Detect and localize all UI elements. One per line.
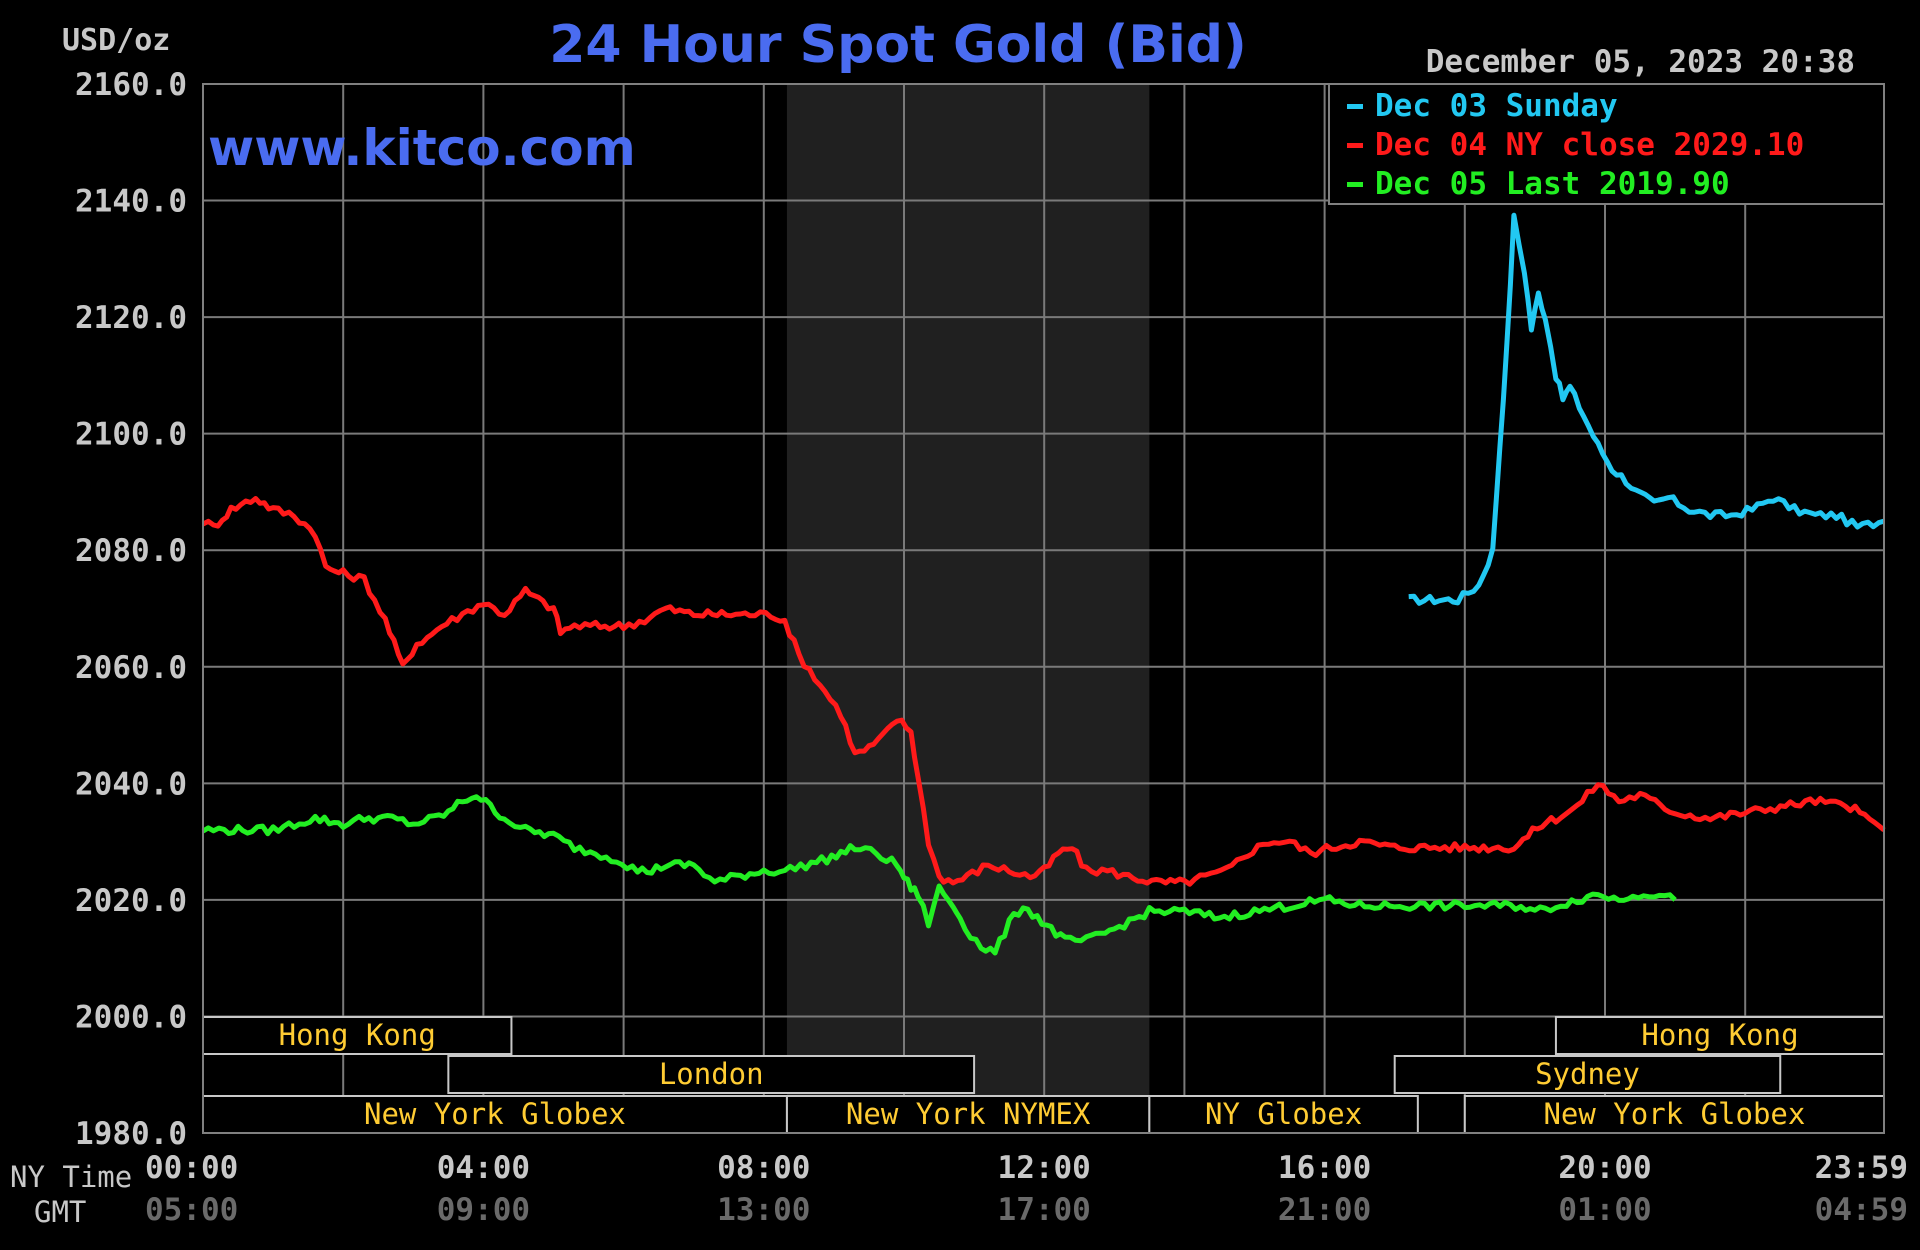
legend-swatch-3 <box>1347 182 1363 187</box>
session-label: NY Globex <box>1205 1097 1362 1131</box>
y-tick-label: 2080.0 <box>75 533 187 569</box>
series-line-2 <box>201 496 1886 887</box>
timestamp: December 05, 2023 20:38 <box>1426 44 1855 80</box>
legend-swatch-1 <box>1347 104 1363 109</box>
legend-box <box>1328 83 1885 205</box>
y-tick-label: 2160.0 <box>75 67 187 103</box>
x-tick-gmt-label: 01:00 <box>1558 1192 1651 1228</box>
website-watermark: www.kitco.com <box>208 119 636 177</box>
x-tick-ny-label: 08:00 <box>717 1150 810 1186</box>
session-label: London <box>659 1057 764 1091</box>
legend-label-1: Dec 03 Sunday <box>1375 88 1618 124</box>
x-tick-gmt-label: 13:00 <box>717 1192 810 1228</box>
legend-swatch-2 <box>1347 143 1363 148</box>
y-tick-label: 2120.0 <box>75 300 187 336</box>
y-axis: 2160.0 2140.0 2120.0 2100.0 2080.0 2060.0 2040… <box>75 67 187 1152</box>
y-tick-label: 2040.0 <box>75 766 187 802</box>
session-box <box>447 1055 976 1094</box>
x-tick-ny-label: 00:00 <box>145 1150 238 1186</box>
x-tick-gmt-label: 21:00 <box>1278 1192 1371 1228</box>
series-line-1 <box>1408 212 1885 606</box>
session-label: Hong Kong <box>279 1018 436 1052</box>
y-tick-label: 2000.0 <box>75 999 187 1035</box>
plot-border <box>202 83 1885 1134</box>
x-tick-gmt-label: 05:00 <box>145 1192 238 1228</box>
x-tick-ny-label: 20:00 <box>1558 1150 1651 1186</box>
x-tick-ny-label: 12:00 <box>998 1150 1091 1186</box>
y-tick-label: 2100.0 <box>75 417 187 453</box>
series-line-3 <box>201 794 1677 956</box>
y-tick-label: 2140.0 <box>75 184 187 220</box>
x-tick-gmt-label: 09:00 <box>437 1192 530 1228</box>
ny-time-label: NY Time <box>10 1160 132 1194</box>
session-label: Hong Kong <box>1641 1018 1798 1052</box>
session-box <box>1148 1095 1419 1134</box>
market-sessions: Hong Kong Hong Kong London Sydney New York G… <box>202 1016 1886 1134</box>
unit-label: USD/oz <box>62 23 170 58</box>
session-label: New York Globex <box>364 1097 626 1131</box>
legend-label-2: Dec 04 NY close 2029.10 <box>1375 127 1804 163</box>
session-label: New York NYMEX <box>846 1097 1091 1131</box>
chart-title: 24 Hour Spot Gold (Bid) <box>549 15 1247 75</box>
nymex-shaded-region <box>786 84 1150 1133</box>
x-axis: NY Time GMT 00:00 04:00 08:00 12:00 16:00 20:… <box>10 1150 1908 1229</box>
session-label: New York Globex <box>1543 1097 1805 1131</box>
x-tick-ny-label: 16:00 <box>1278 1150 1371 1186</box>
y-tick-label: 2060.0 <box>75 650 187 686</box>
series-layer <box>201 212 1886 956</box>
session-label: Sydney <box>1535 1057 1640 1091</box>
gmt-label: GMT <box>34 1195 86 1229</box>
session-box <box>1554 1016 1886 1055</box>
x-tick-gmt-label: 04:59 <box>1815 1192 1908 1228</box>
y-tick-label: 1980.0 <box>75 1116 187 1152</box>
x-tick-gmt-label: 17:00 <box>998 1192 1091 1228</box>
legend-label-3: Dec 05 Last 2019.90 <box>1375 166 1730 202</box>
session-box <box>1393 1055 1782 1094</box>
y-tick-label: 2020.0 <box>75 883 187 919</box>
x-tick-ny-label: 04:00 <box>437 1150 530 1186</box>
x-tick-ny-label: 23:59 <box>1815 1150 1908 1186</box>
